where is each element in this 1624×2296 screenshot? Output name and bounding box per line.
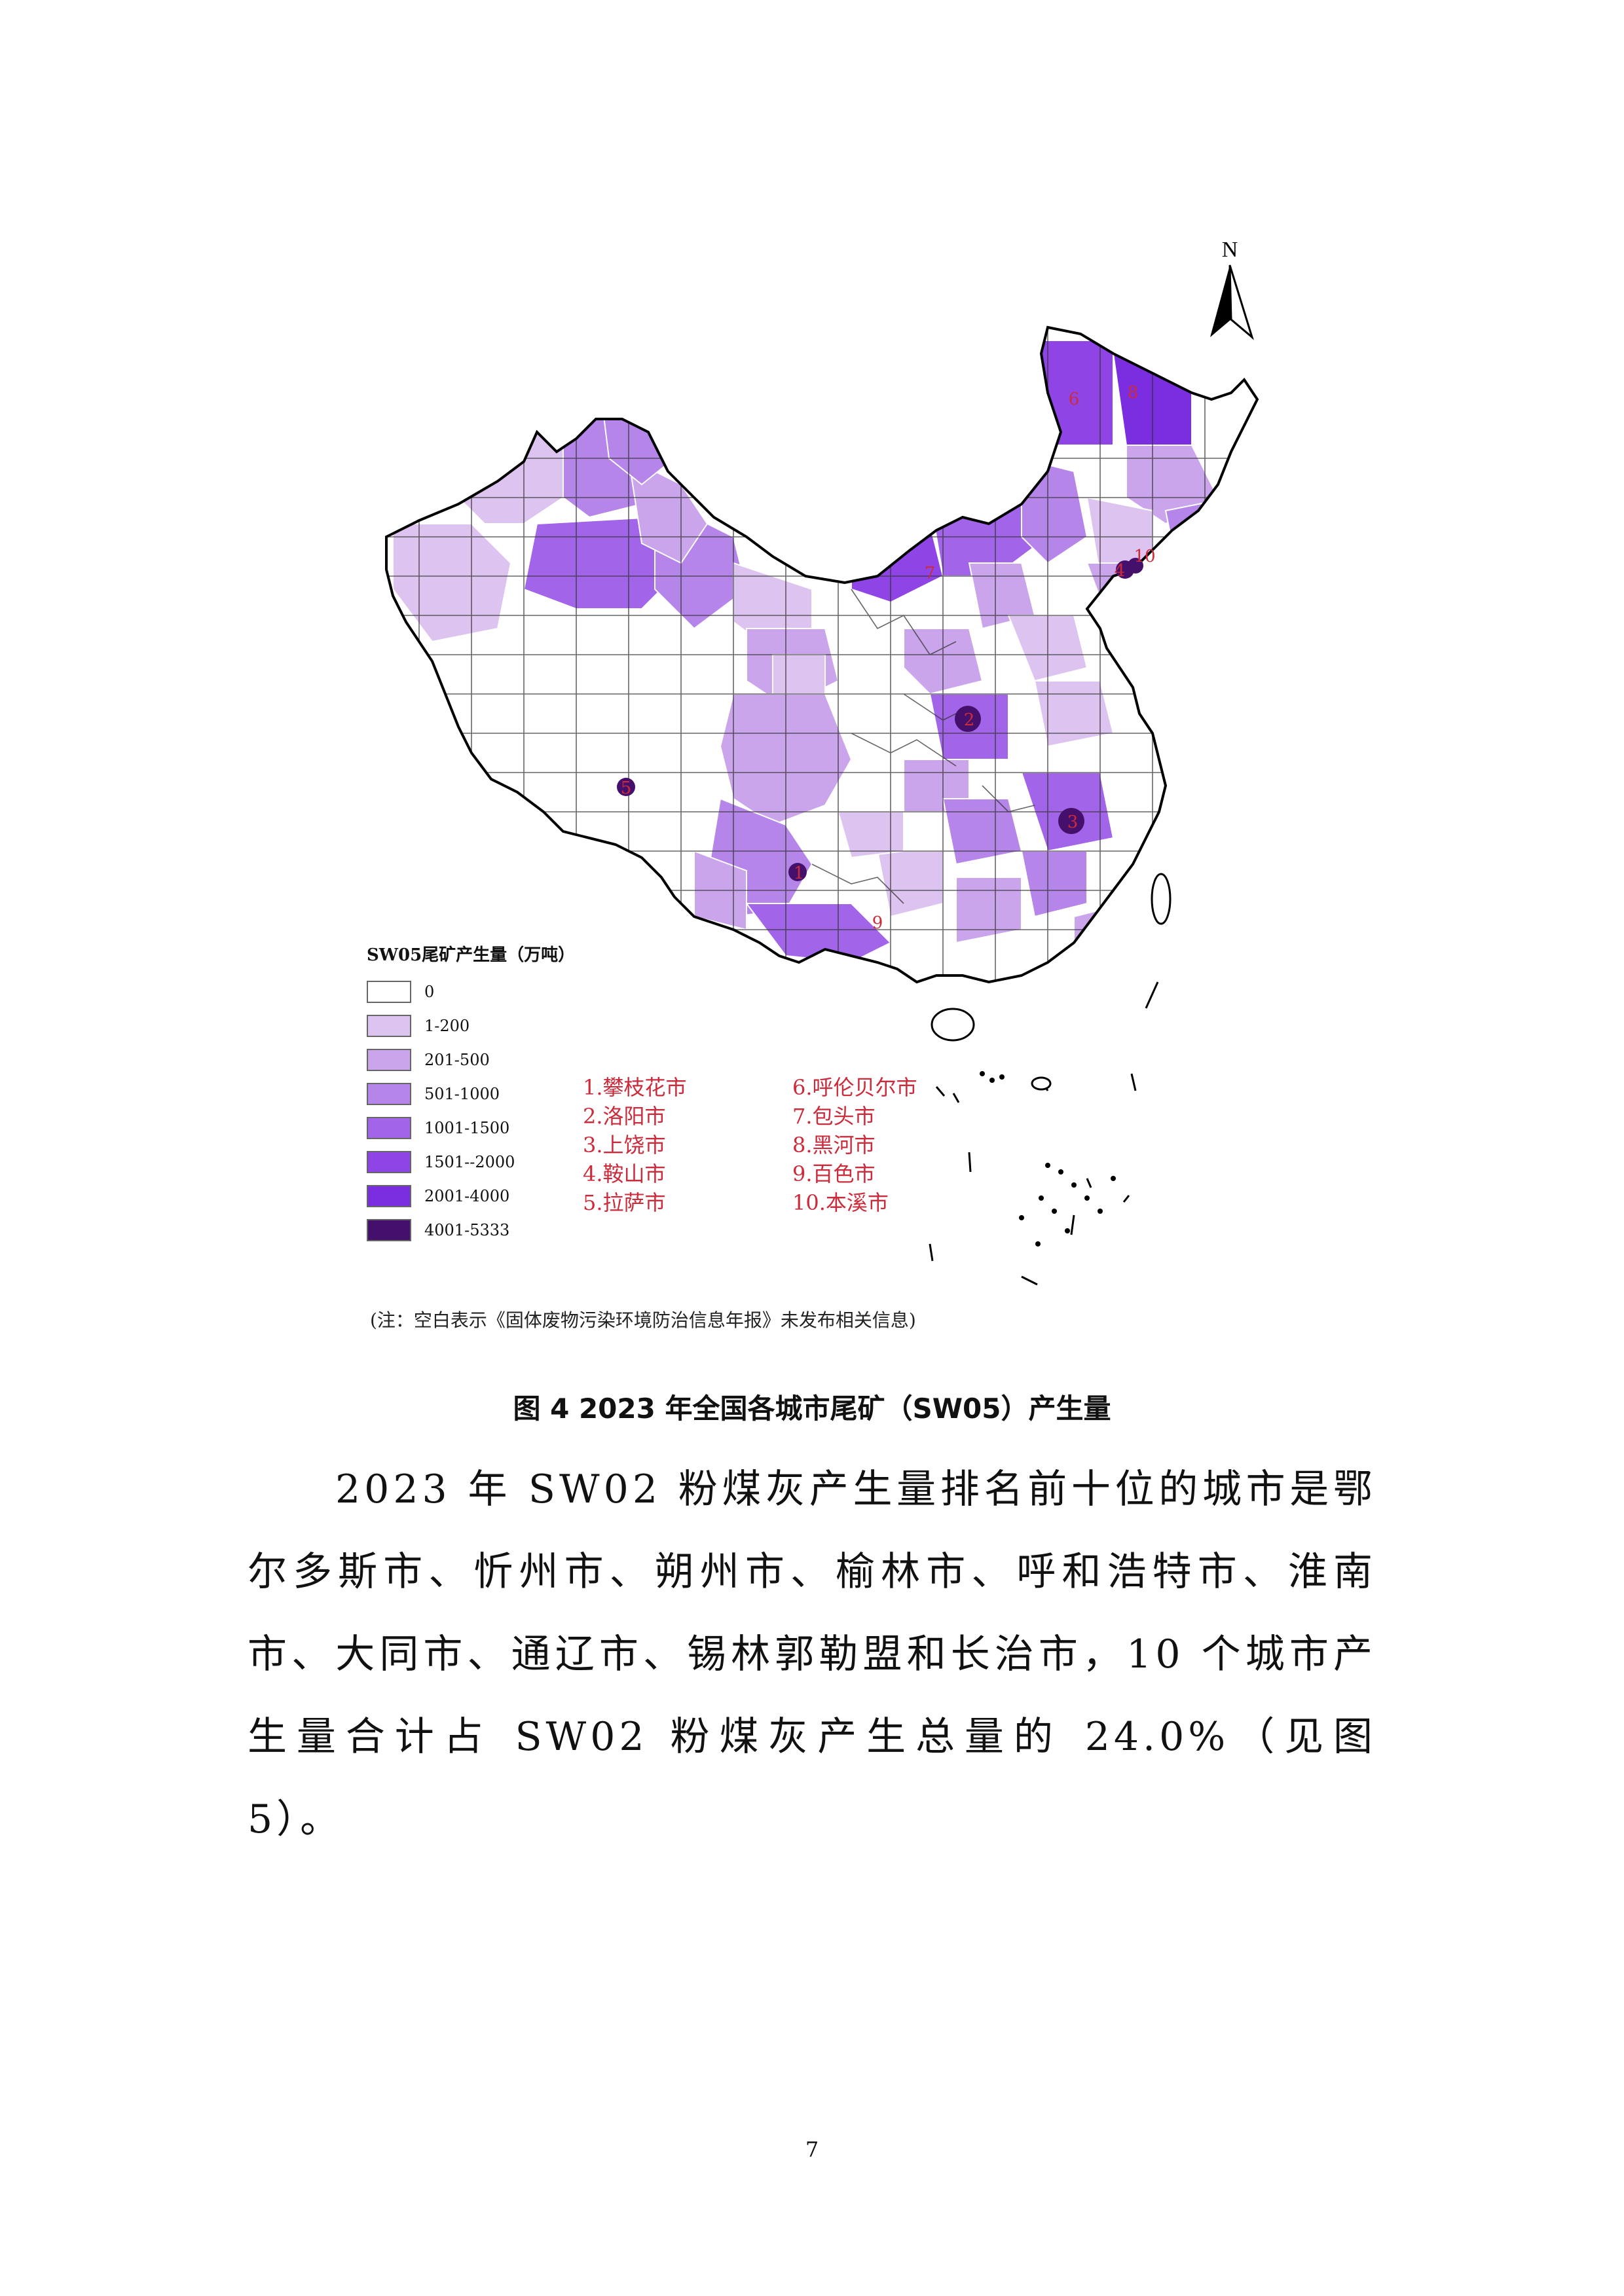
marker-label: 9: [872, 913, 883, 933]
marker-label: 8: [1128, 383, 1139, 403]
top-cities-list: 1.攀枝花市 6.呼伦贝尔市 2.洛阳市 7.包头市 3.上饶市 8.黑河市 4…: [583, 1074, 950, 1216]
island-dots: [980, 1071, 1116, 1247]
north-label: N: [1222, 238, 1238, 262]
legend-label: 1-200: [424, 1017, 470, 1035]
marker-label: 3: [1067, 812, 1079, 832]
city-label: 4.鞍山市: [583, 1161, 666, 1186]
marker-label: 2: [964, 710, 975, 730]
page-number: 7: [805, 2137, 819, 2162]
city-label: 6.呼伦贝尔市: [792, 1075, 917, 1100]
marker-label: 7: [925, 564, 936, 583]
legend-swatch: [367, 1151, 411, 1173]
legend-label: 1001-1500: [424, 1119, 510, 1137]
legend-item: 1001-1500: [367, 1111, 655, 1145]
north-arrow: N: [1210, 238, 1254, 340]
marker-label: 4: [1115, 561, 1126, 581]
legend-item: 1501--2000: [367, 1145, 655, 1179]
legend-swatch: [367, 1117, 411, 1139]
body-paragraph: 2023 年 SW02 粉煤灰产生量排名前十位的城市是鄂尔多斯市、忻州市、朔州市…: [248, 1467, 1376, 1842]
legend-label: 1501--2000: [424, 1153, 515, 1171]
city-label: 10.本溪市: [792, 1190, 889, 1215]
marker-label: 6: [1069, 390, 1080, 409]
city-label: 7.包头市: [792, 1104, 876, 1129]
city-label: 5.拉萨市: [583, 1190, 666, 1215]
city-label: 3.上饶市: [583, 1133, 666, 1157]
legend-item: 4001-5333: [367, 1213, 655, 1247]
marker-label: 10: [1134, 547, 1155, 566]
legend-item: 201-500: [367, 1043, 655, 1077]
china-outline: [385, 325, 1259, 984]
legend-swatch: [367, 1049, 411, 1071]
legend-swatch: [367, 981, 411, 1003]
legend-item: 2001-4000: [367, 1179, 655, 1213]
city-label: 9.百色市: [792, 1161, 876, 1186]
legend-item: 0: [367, 975, 655, 1009]
legend-title: SW05尾矿产生量（万吨）: [367, 945, 576, 965]
islands: [929, 873, 1172, 1286]
city-label: 8.黑河市: [792, 1133, 876, 1157]
legend-swatch: [367, 1083, 411, 1105]
map-legend: SW05尾矿产生量（万吨） 0 1-200 201-500 501-1000 1001-…: [367, 941, 655, 1247]
legend-label: 2001-4000: [424, 1187, 510, 1205]
legend-swatch: [367, 1185, 411, 1207]
legend-label: 0: [424, 983, 435, 1001]
legend-label: 201-500: [424, 1051, 490, 1069]
map-note: (注：空白表示《固体废物污染环境防治信息年报》未发布相关信息): [370, 1309, 916, 1331]
legend-swatch: [367, 1015, 411, 1037]
city-label: 2.洛阳市: [583, 1104, 666, 1129]
marker-label: 1: [794, 864, 805, 883]
figure-caption: 图 4 2023 年全国各城市尾矿（SW05）产生量: [513, 1393, 1111, 1425]
legend-item: 501-1000: [367, 1077, 655, 1111]
marker-label: 5: [621, 778, 632, 798]
city-label: 1.攀枝花市: [583, 1075, 687, 1100]
legend-label: 4001-5333: [424, 1221, 510, 1239]
legend-item: 1-200: [367, 1009, 655, 1043]
china-choropleth-map: N: [367, 238, 1259, 1331]
legend-label: 501-1000: [424, 1085, 500, 1103]
top-city-markers: 1 2 3 4 5 6 7 8 9 10: [617, 383, 1156, 933]
legend-swatch: [367, 1219, 411, 1241]
